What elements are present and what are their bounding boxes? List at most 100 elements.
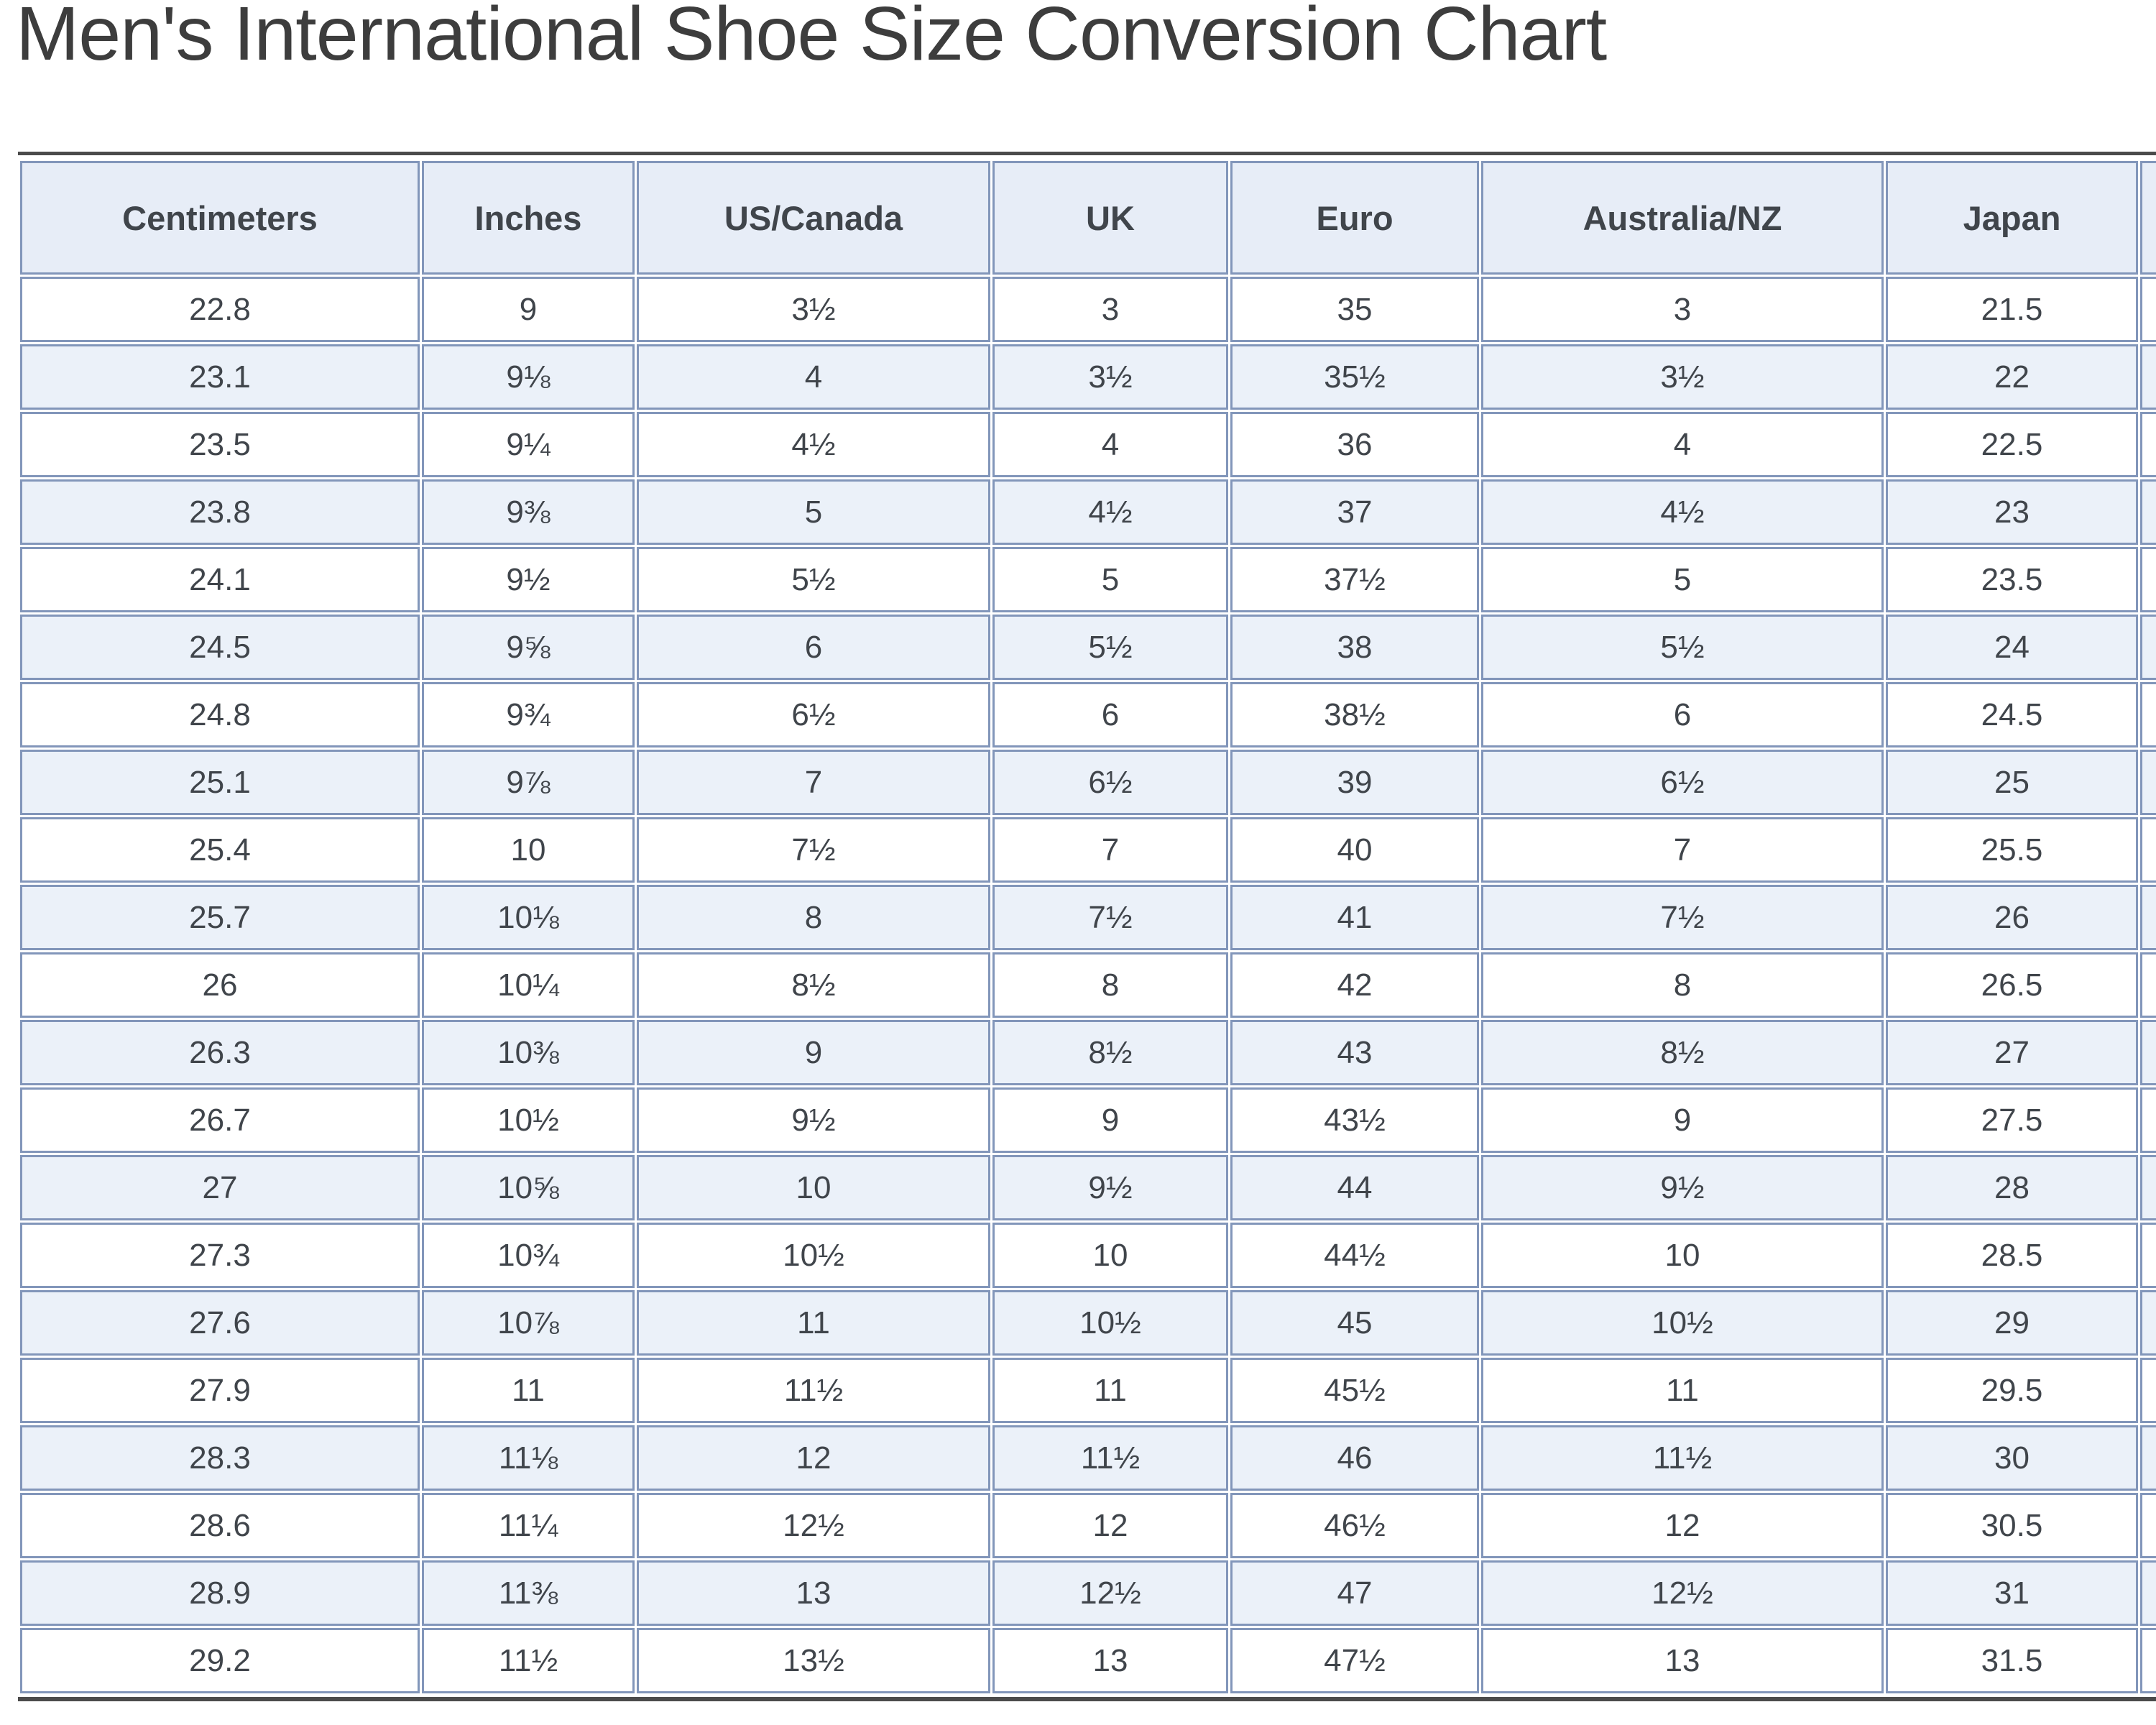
table-cell: 44 bbox=[1230, 1155, 1479, 1220]
table-cell: 9½ bbox=[992, 1155, 1228, 1220]
table-cell: 27.6 bbox=[20, 1290, 420, 1356]
table-cell: 8½ bbox=[1481, 1020, 1884, 1085]
table-cell: 9¼ bbox=[422, 412, 635, 477]
table-cell: 10½ bbox=[637, 1223, 990, 1288]
table-cell: 23.8 bbox=[20, 479, 420, 545]
table-row: 24.1 9½ 5½ 5 37½ 5 23.5 bbox=[20, 547, 2156, 612]
table-cell: 39 bbox=[1230, 750, 1479, 815]
table-cell: 35½ bbox=[1230, 344, 1479, 410]
table-cell: 45½ bbox=[1230, 1358, 1479, 1423]
table-cell: 24.5 bbox=[1886, 682, 2138, 748]
table-cell: 9 bbox=[637, 1020, 990, 1085]
table-cell-cutoff bbox=[2140, 682, 2156, 748]
table-cell: 29 bbox=[1886, 1290, 2138, 1356]
column-header-australia-nz: Australia/NZ bbox=[1481, 161, 1884, 275]
table-cell: 6 bbox=[1481, 682, 1884, 748]
table-cell: 10⅞ bbox=[422, 1290, 635, 1356]
table-cell: 30.5 bbox=[1886, 1493, 2138, 1558]
table-cell: 3½ bbox=[992, 344, 1228, 410]
table-cell: 5½ bbox=[637, 547, 990, 612]
table-cell: 11½ bbox=[422, 1628, 635, 1693]
table-row: 25.7 10⅛ 8 7½ 41 7½ 26 bbox=[20, 885, 2156, 950]
table-cell: 6 bbox=[992, 682, 1228, 748]
column-header-centimeters: Centimeters bbox=[20, 161, 420, 275]
table-head: Centimeters Inches US/Canada UK Euro Australi… bbox=[20, 161, 2156, 275]
table-cell: 10¼ bbox=[422, 952, 635, 1018]
table-cell: 41 bbox=[1230, 885, 1479, 950]
table-cell: 9 bbox=[1481, 1087, 1884, 1153]
table-cell: 11 bbox=[637, 1290, 990, 1356]
table-cell: 44½ bbox=[1230, 1223, 1479, 1288]
table-cell: 10¾ bbox=[422, 1223, 635, 1288]
table-cell: 22 bbox=[1886, 344, 2138, 410]
table-row: 27.9 11 11½ 11 45½ 11 29.5 bbox=[20, 1358, 2156, 1423]
table-cell: 23 bbox=[1886, 479, 2138, 545]
table-cell: 10½ bbox=[992, 1290, 1228, 1356]
table-cell: 10½ bbox=[422, 1087, 635, 1153]
table-cell: 25.1 bbox=[20, 750, 420, 815]
table-cell: 37½ bbox=[1230, 547, 1479, 612]
table-cell: 3½ bbox=[637, 277, 990, 342]
table-cell: 7½ bbox=[992, 885, 1228, 950]
table-cell: 25.5 bbox=[1886, 817, 2138, 883]
table-cell: 3 bbox=[992, 277, 1228, 342]
table-row: 25.1 9⅞ 7 6½ 39 6½ 25 bbox=[20, 750, 2156, 815]
table-cell: 8½ bbox=[992, 1020, 1228, 1085]
table-cell-cutoff bbox=[2140, 750, 2156, 815]
table-cell: 47 bbox=[1230, 1560, 1479, 1626]
table-cell: 9⅜ bbox=[422, 479, 635, 545]
table-cell: 43 bbox=[1230, 1020, 1479, 1085]
table-cell: 12 bbox=[637, 1425, 990, 1491]
column-header-us-canada: US/Canada bbox=[637, 161, 990, 275]
table-cell: 28 bbox=[1886, 1155, 2138, 1220]
table-cell: 9½ bbox=[637, 1087, 990, 1153]
table-cell: 9¾ bbox=[422, 682, 635, 748]
table-cell: 22.5 bbox=[1886, 412, 2138, 477]
table-cell: 3 bbox=[1481, 277, 1884, 342]
table-cell: 26 bbox=[20, 952, 420, 1018]
table-cell: 12 bbox=[1481, 1493, 1884, 1558]
table-cell: 23.5 bbox=[20, 412, 420, 477]
table-cell: 27.5 bbox=[1886, 1087, 2138, 1153]
table-cell: 5 bbox=[1481, 547, 1884, 612]
table-cell: 27.9 bbox=[20, 1358, 420, 1423]
table-cell: 12½ bbox=[637, 1493, 990, 1558]
table-cell: 4½ bbox=[1481, 479, 1884, 545]
table-cell: 10⅛ bbox=[422, 885, 635, 950]
table-cell-cutoff bbox=[2140, 1155, 2156, 1220]
table-row: 28.9 11⅜ 13 12½ 47 12½ 31 bbox=[20, 1560, 2156, 1626]
table-cell: 26 bbox=[1886, 885, 2138, 950]
table-cell: 11¼ bbox=[422, 1493, 635, 1558]
table-cell: 11⅛ bbox=[422, 1425, 635, 1491]
table-cell: 28.5 bbox=[1886, 1223, 2138, 1288]
table-cell: 5 bbox=[637, 479, 990, 545]
table-row: 27.6 10⅞ 11 10½ 45 10½ 29 bbox=[20, 1290, 2156, 1356]
table-cell: 4 bbox=[1481, 412, 1884, 477]
table-row: 26 10¼ 8½ 8 42 8 26.5 bbox=[20, 952, 2156, 1018]
table-cell: 31 bbox=[1886, 1560, 2138, 1626]
table-row: 26.7 10½ 9½ 9 43½ 9 27.5 bbox=[20, 1087, 2156, 1153]
table-cell: 37 bbox=[1230, 479, 1479, 545]
table-cell: 9⅝ bbox=[422, 615, 635, 680]
column-header-cutoff bbox=[2140, 161, 2156, 275]
table-cell: 4 bbox=[637, 344, 990, 410]
table-cell: 8 bbox=[637, 885, 990, 950]
table-cell: 27.3 bbox=[20, 1223, 420, 1288]
table-cell-cutoff bbox=[2140, 1425, 2156, 1491]
table-cell-cutoff bbox=[2140, 1223, 2156, 1288]
table-cell: 42 bbox=[1230, 952, 1479, 1018]
table-cell: 47½ bbox=[1230, 1628, 1479, 1693]
table-cell: 11½ bbox=[1481, 1425, 1884, 1491]
table-row: 24.8 9¾ 6½ 6 38½ 6 24.5 bbox=[20, 682, 2156, 748]
table-cell: 24 bbox=[1886, 615, 2138, 680]
table-cell-cutoff bbox=[2140, 1628, 2156, 1693]
table-cell: 10½ bbox=[1481, 1290, 1884, 1356]
table-cell: 30 bbox=[1886, 1425, 2138, 1491]
table-cell: 26.3 bbox=[20, 1020, 420, 1085]
table-cell: 27 bbox=[20, 1155, 420, 1220]
table-cell: 23.1 bbox=[20, 344, 420, 410]
table-cell-cutoff bbox=[2140, 817, 2156, 883]
table-cell: 13½ bbox=[637, 1628, 990, 1693]
table-cell: 28.6 bbox=[20, 1493, 420, 1558]
table-cell: 7 bbox=[637, 750, 990, 815]
